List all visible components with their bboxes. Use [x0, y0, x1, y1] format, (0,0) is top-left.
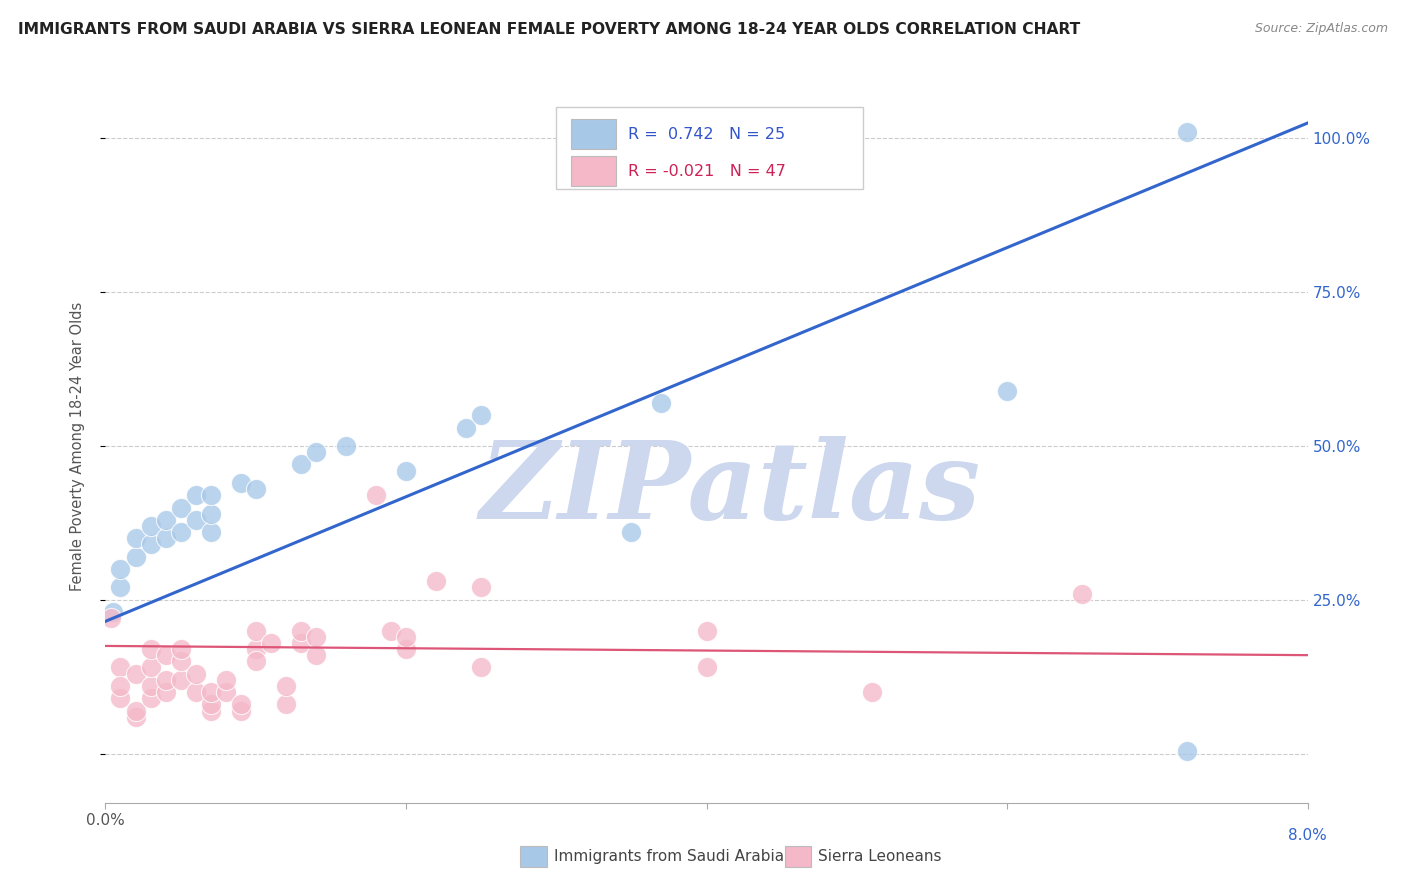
Point — [290, 624, 312, 638]
Point — [620, 525, 643, 540]
Point — [995, 384, 1018, 398]
Text: 8.0%: 8.0% — [1288, 828, 1327, 843]
Point — [110, 581, 132, 595]
Point — [305, 445, 328, 459]
Point — [470, 660, 492, 674]
Point — [169, 642, 191, 657]
Point — [184, 488, 207, 502]
Text: IMMIGRANTS FROM SAUDI ARABIA VS SIERRA LEONEAN FEMALE POVERTY AMONG 18-24 YEAR O: IMMIGRANTS FROM SAUDI ARABIA VS SIERRA L… — [18, 22, 1081, 37]
Point — [169, 525, 191, 540]
Point — [229, 698, 252, 712]
Point — [200, 698, 222, 712]
Text: Source: ZipAtlas.com: Source: ZipAtlas.com — [1254, 22, 1388, 36]
Point — [155, 531, 177, 545]
Point — [169, 500, 191, 515]
Bar — [571, 156, 616, 186]
Point — [139, 642, 162, 657]
Point — [470, 409, 492, 423]
Point — [229, 704, 252, 718]
Point — [454, 420, 477, 434]
Text: R = -0.021   N = 47: R = -0.021 N = 47 — [628, 164, 786, 178]
Point — [245, 482, 267, 496]
Y-axis label: Female Poverty Among 18-24 Year Olds: Female Poverty Among 18-24 Year Olds — [70, 301, 84, 591]
Point — [101, 605, 124, 619]
Point — [380, 624, 402, 638]
Bar — [571, 120, 616, 149]
Point — [245, 654, 267, 668]
Point — [1071, 587, 1094, 601]
Point — [274, 698, 297, 712]
Point — [245, 624, 267, 638]
Point — [650, 396, 672, 410]
Point — [139, 519, 162, 533]
Point — [124, 531, 146, 545]
Text: Sierra Leoneans: Sierra Leoneans — [818, 849, 942, 863]
Point — [260, 636, 283, 650]
Point — [229, 475, 252, 490]
Point — [139, 679, 162, 693]
Bar — [520, 846, 547, 867]
Point — [100, 611, 122, 625]
Point — [110, 691, 132, 706]
Text: R =  0.742   N = 25: R = 0.742 N = 25 — [628, 127, 786, 142]
Point — [425, 574, 447, 589]
Point — [470, 581, 492, 595]
Point — [335, 439, 357, 453]
Point — [124, 549, 146, 564]
Point — [245, 642, 267, 657]
Point — [290, 458, 312, 472]
Point — [305, 630, 328, 644]
Point — [214, 673, 236, 687]
Point — [169, 673, 191, 687]
Point — [696, 660, 718, 674]
Point — [155, 685, 177, 699]
Point — [184, 513, 207, 527]
Point — [696, 624, 718, 638]
Point — [395, 630, 418, 644]
FancyBboxPatch shape — [557, 107, 863, 189]
Text: Immigrants from Saudi Arabia: Immigrants from Saudi Arabia — [554, 849, 785, 863]
Point — [124, 709, 146, 723]
Point — [364, 488, 387, 502]
Point — [1175, 125, 1198, 139]
Text: ZIPatlas: ZIPatlas — [479, 436, 981, 541]
Point — [200, 488, 222, 502]
Point — [124, 666, 146, 681]
Point — [200, 685, 222, 699]
Point — [139, 537, 162, 551]
Point — [290, 636, 312, 650]
Point — [274, 679, 297, 693]
Point — [200, 704, 222, 718]
Point — [1175, 743, 1198, 757]
Point — [214, 685, 236, 699]
Point — [139, 660, 162, 674]
Point — [155, 513, 177, 527]
Point — [184, 685, 207, 699]
Point — [860, 685, 883, 699]
Point — [110, 679, 132, 693]
Point — [110, 562, 132, 576]
Point — [200, 507, 222, 521]
Point — [110, 660, 132, 674]
Point — [139, 691, 162, 706]
Bar — [785, 846, 811, 867]
Point — [395, 642, 418, 657]
Point — [305, 648, 328, 662]
Point — [395, 464, 418, 478]
Point — [169, 654, 191, 668]
Point — [124, 704, 146, 718]
Point — [155, 648, 177, 662]
Point — [200, 525, 222, 540]
Point — [184, 666, 207, 681]
Point — [155, 673, 177, 687]
